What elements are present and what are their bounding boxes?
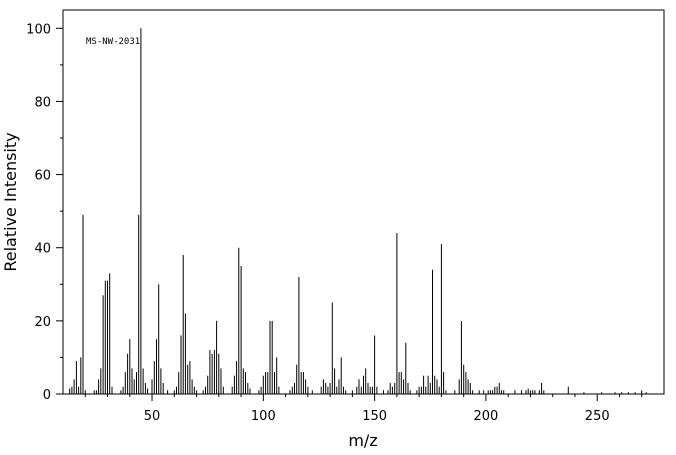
y-tick-label: 20 — [34, 315, 51, 330]
annotation-label: MS-NW-2031 — [86, 37, 140, 47]
x-tick-label: 150 — [362, 409, 387, 424]
y-axis-title: Relative Intensity — [1, 132, 20, 271]
y-tick-label: 80 — [34, 95, 51, 110]
x-tick-label: 100 — [251, 409, 276, 424]
y-tick-label: 40 — [34, 242, 51, 257]
x-tick-label: 200 — [474, 409, 499, 424]
x-tick-label: 50 — [144, 409, 161, 424]
plot-frame — [62, 9, 665, 395]
x-tick-label: 250 — [585, 409, 610, 424]
y-axis-ticks: 0 20 40 60 80 100 — [26, 22, 63, 403]
y-tick-label: 100 — [26, 22, 51, 37]
x-axis-ticks: 50 100 150 200 250 — [84, 394, 643, 424]
y-tick-label: 60 — [34, 169, 51, 184]
peak-bars — [69, 28, 647, 394]
y-tick-label: 0 — [43, 388, 51, 403]
x-axis-title: m/z — [348, 431, 377, 450]
